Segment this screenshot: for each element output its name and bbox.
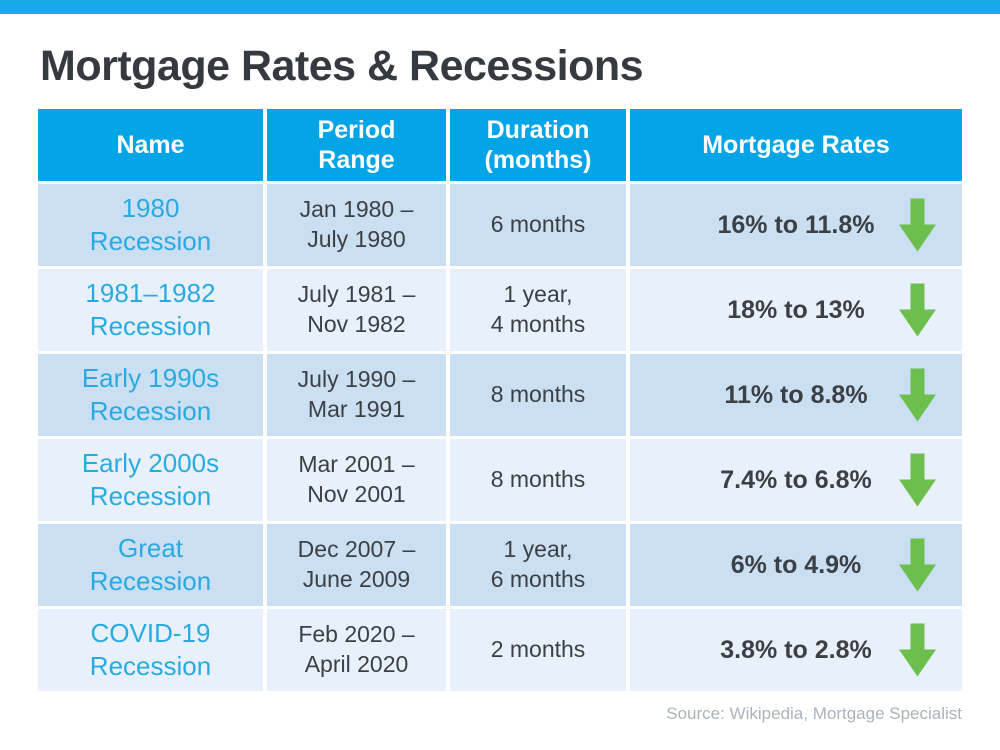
duration-line: 2 months [490,636,586,663]
recession-name-line: 1981–1982 [85,278,216,309]
recession-name-line: Recession [89,226,212,257]
mortgage-rates: 6% to 4.9% [630,524,962,607]
top-accent-bar [0,0,1000,14]
period-range-line: Feb 2020 – [298,621,415,648]
mortgage-rate-change: 16% to 11.8% [717,211,875,240]
column-header-period-range: Period Range [267,109,446,182]
duration: 6 months [450,184,626,267]
recession-name: Early 2000s Recession [38,439,263,522]
mortgage-rates: 3.8% to 2.8% [630,609,962,692]
recession-name-line: COVID-19 [90,618,211,649]
duration: 1 year, 6 months [450,524,626,607]
down-arrow-icon [899,198,936,252]
duration-line: 1 year, [503,281,573,308]
period-range-line: July 1981 – [297,281,416,308]
mortgage-rate-change: 7.4% to 6.8% [720,466,872,495]
header-line: (months) [484,146,592,175]
period-range-line: July 1980 [307,226,406,253]
header-line: Duration [486,115,590,144]
header-line: Name [116,131,185,160]
period-range-line: Jan 1980 – [299,196,414,223]
recession-name: Early 1990s Recession [38,354,263,437]
down-arrow-icon [899,453,936,507]
recession-name-line: Recession [89,651,212,682]
period-range-line: Nov 2001 [307,481,406,508]
slide: Mortgage Rates & Recessions Name Period … [0,0,1000,724]
period-range: Feb 2020 – April 2020 [267,609,446,692]
mortgage-rates: 18% to 13% [630,269,962,352]
recession-name-line: Early 1990s [81,363,220,394]
mortgage-rate-change: 11% to 8.8% [724,381,868,410]
period-range-line: Mar 2001 – [298,451,415,478]
recession-name-line: Early 2000s [81,448,220,479]
duration: 1 year, 4 months [450,269,626,352]
mortgage-rates: 7.4% to 6.8% [630,439,962,522]
duration-line: 6 months [490,211,586,238]
mortgage-rates: 16% to 11.8% [630,184,962,267]
duration-line: 1 year, [503,536,573,563]
recession-name-line: Recession [89,311,212,342]
period-range-line: June 2009 [302,566,411,593]
source-attribution: Source: Wikipedia, Mortgage Specialist [666,704,962,724]
recessions-table: Name Period Range Duration (months) Mort… [38,109,962,692]
column-header-duration: Duration (months) [450,109,626,182]
duration: 8 months [450,439,626,522]
down-arrow-icon [899,538,936,592]
period-range: July 1981 – Nov 1982 [267,269,446,352]
period-range: July 1990 – Mar 1991 [267,354,446,437]
period-range-line: Nov 1982 [307,311,406,338]
duration: 8 months [450,354,626,437]
recession-name-line: Recession [89,566,212,597]
mortgage-rate-change: 3.8% to 2.8% [720,636,872,665]
recession-name: 1980 Recession [38,184,263,267]
down-arrow-icon [899,283,936,337]
period-range-line: July 1990 – [297,366,416,393]
header-line: Period [317,115,396,144]
mortgage-rates: 11% to 8.8% [630,354,962,437]
header-line: Mortgage Rates [702,131,890,160]
recession-name-line: 1980 [121,193,180,224]
recession-name: COVID-19 Recession [38,609,263,692]
period-range-line: April 2020 [304,651,409,678]
column-header-mortgage-rates: Mortgage Rates [630,109,962,182]
recession-name: Great Recession [38,524,263,607]
recession-name-line: Recession [89,481,212,512]
recession-name-line: Recession [89,396,212,427]
duration-line: 6 months [490,566,586,593]
period-range: Mar 2001 – Nov 2001 [267,439,446,522]
duration: 2 months [450,609,626,692]
period-range: Jan 1980 – July 1980 [267,184,446,267]
down-arrow-icon [899,368,936,422]
down-arrow-icon [899,623,936,677]
duration-line: 4 months [490,311,586,338]
page-title: Mortgage Rates & Recessions [40,42,644,90]
period-range-line: Mar 1991 [307,396,406,423]
period-range: Dec 2007 – June 2009 [267,524,446,607]
header-line: Range [318,146,395,175]
mortgage-rate-change: 18% to 13% [727,296,865,325]
duration-line: 8 months [490,466,586,493]
column-header-name: Name [38,109,263,182]
mortgage-rate-change: 6% to 4.9% [730,551,862,580]
duration-line: 8 months [490,381,586,408]
period-range-line: Dec 2007 – [297,536,416,563]
recession-name-line: Great [117,533,184,564]
recession-name: 1981–1982 Recession [38,269,263,352]
